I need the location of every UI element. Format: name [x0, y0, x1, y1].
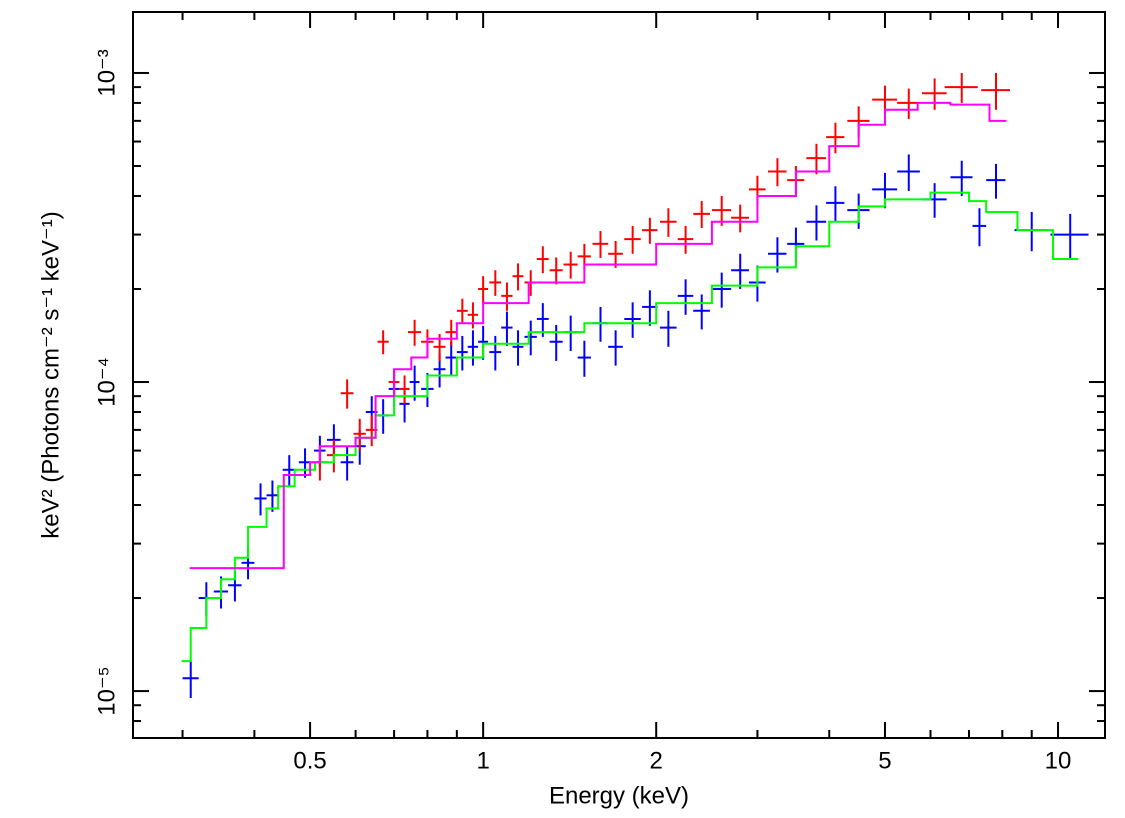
- y-tick-label: 10⁻⁵: [93, 666, 120, 715]
- y-tick-label: 10⁻⁴: [93, 357, 120, 407]
- x-tick-label: 10: [1045, 747, 1072, 774]
- x-tick-label: 5: [878, 747, 891, 774]
- x-axis-label: Energy (keV): [549, 782, 689, 809]
- y-tick-label: 10⁻³: [93, 49, 120, 96]
- x-tick-label: 0.5: [293, 747, 326, 774]
- plot-frame: [132, 11, 1106, 739]
- y-axis-label: keV² (Photons cm⁻² s⁻¹ keV⁻¹): [37, 211, 64, 538]
- x-tick-label: 1: [476, 747, 489, 774]
- x-tick-label: 2: [650, 747, 663, 774]
